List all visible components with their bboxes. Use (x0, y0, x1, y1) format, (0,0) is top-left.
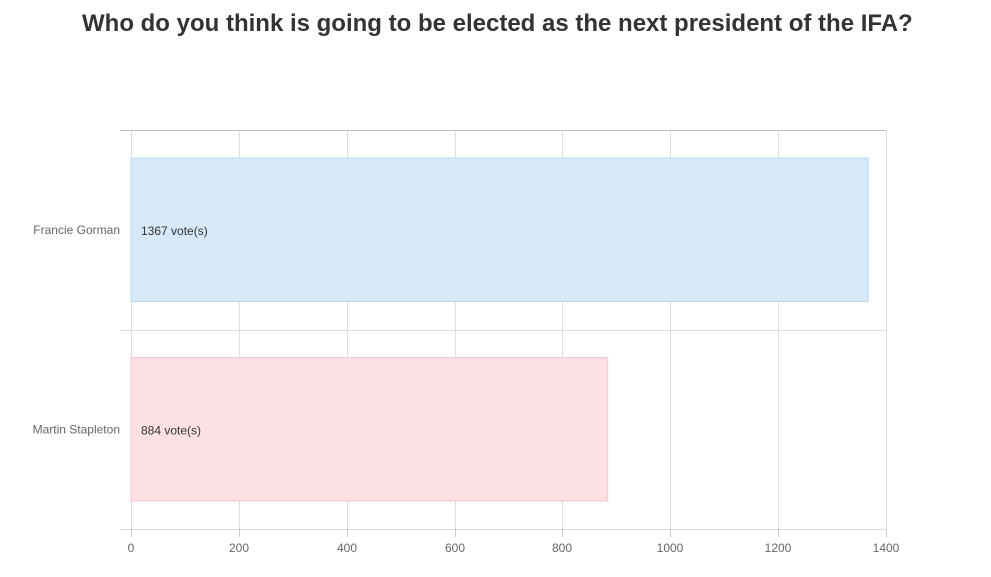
x-tick-label: 400 (337, 541, 357, 555)
x-tick-label: 1400 (873, 541, 900, 555)
bar (130, 157, 869, 302)
x-tick-label: 600 (445, 541, 465, 555)
bar (130, 357, 609, 502)
category-label: Martin Stapleton (33, 422, 120, 436)
bars (130, 157, 869, 502)
page-title: Who do you think is going to be elected … (82, 10, 913, 37)
x-tick-label: 0 (128, 541, 135, 555)
x-tick-label: 800 (552, 541, 572, 555)
x-tick-label: 1200 (765, 541, 792, 555)
data-label: 1367 vote(s) (141, 224, 208, 238)
category-label: Francie Gorman (33, 223, 120, 237)
data-label: 884 vote(s) (141, 423, 201, 437)
labels: 0 200 400 600 800 1000 1200 1400 Francie Gorman 1… (33, 223, 900, 555)
x-tick-label: 1000 (657, 541, 684, 555)
x-tick-label: 200 (229, 541, 249, 555)
